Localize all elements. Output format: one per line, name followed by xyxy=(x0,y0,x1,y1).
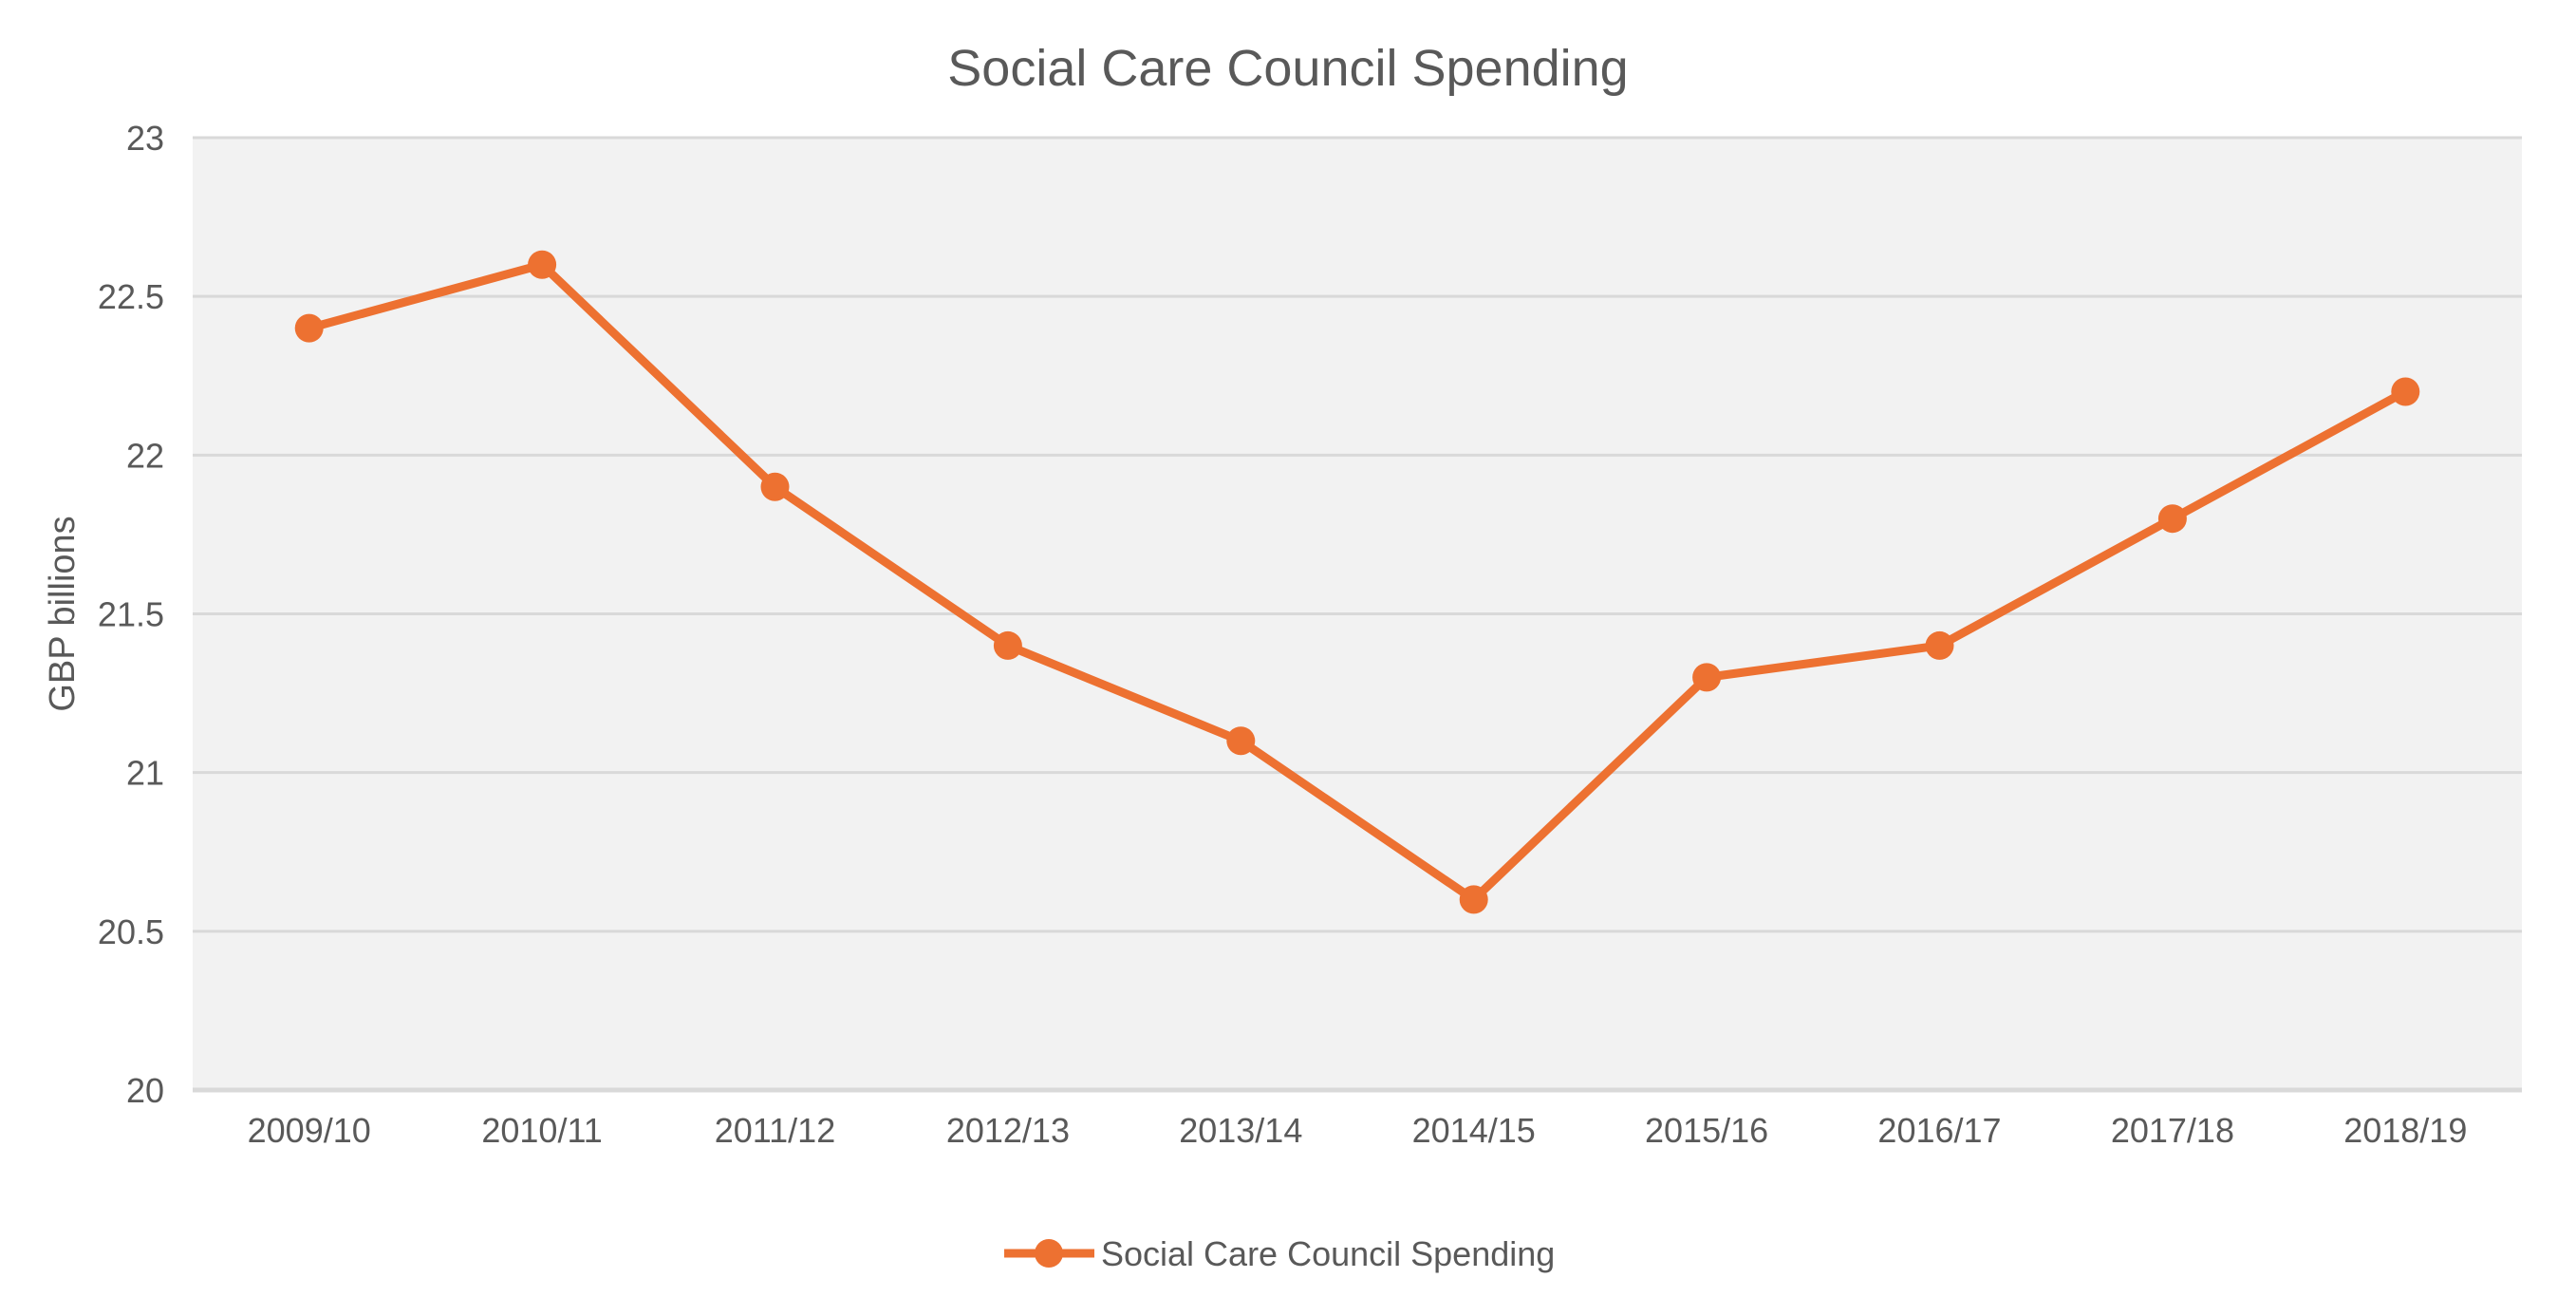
data-point xyxy=(294,313,324,343)
series-line xyxy=(308,260,2408,904)
y-tick-label: 21 xyxy=(126,754,164,793)
data-point xyxy=(1925,630,1954,660)
x-tick-label: 2014/15 xyxy=(1412,1111,1536,1150)
y-tick-label: 20.5 xyxy=(98,912,164,951)
data-point xyxy=(2157,504,2187,534)
x-tick-label: 2016/17 xyxy=(1877,1111,2001,1150)
x-tick-label: 2012/13 xyxy=(946,1111,1070,1150)
y-tick-label: 21.5 xyxy=(98,595,164,634)
chart-title: Social Care Council Spending xyxy=(947,40,1628,97)
data-point xyxy=(2391,377,2420,406)
x-tick-label: 2015/16 xyxy=(1645,1111,1768,1150)
x-tick-label: 2013/14 xyxy=(1179,1111,1302,1150)
data-point xyxy=(993,630,1022,660)
y-tick-label: 22 xyxy=(126,436,164,475)
x-tick-label: 2010/11 xyxy=(481,1111,602,1150)
y-tick-label: 20 xyxy=(126,1071,164,1110)
x-tick-label: 2018/19 xyxy=(2343,1111,2467,1150)
data-point xyxy=(1459,885,1488,914)
y-tick-label: 22.5 xyxy=(98,277,164,316)
legend: Social Care Council Spending xyxy=(1004,1234,1555,1273)
data-point xyxy=(528,250,557,279)
y-axis-label: GBP billions xyxy=(43,516,83,711)
legend-label: Social Care Council Spending xyxy=(1101,1234,1555,1273)
x-tick-label: 2009/10 xyxy=(248,1111,371,1150)
legend-point-marker xyxy=(1035,1239,1063,1268)
data-point xyxy=(1692,663,1722,692)
x-tick-label: 2011/12 xyxy=(715,1111,835,1150)
y-tick-label: 23 xyxy=(126,119,164,158)
data-point xyxy=(1226,726,1256,756)
x-tick-label: 2017/18 xyxy=(2111,1111,2234,1150)
data-point xyxy=(760,472,790,501)
